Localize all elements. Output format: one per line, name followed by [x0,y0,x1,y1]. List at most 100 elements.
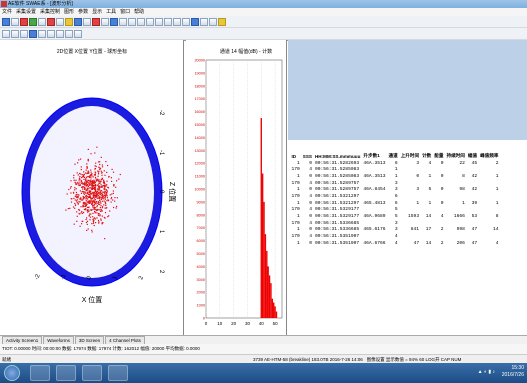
event-point [70,187,72,189]
save-icon[interactable] [11,17,19,26]
event-point [94,180,96,182]
event-point [93,208,95,210]
pointer-help-icon[interactable] [218,17,226,26]
menu-display[interactable]: 显示 [92,9,103,15]
print-icon[interactable] [56,17,64,26]
taskbar-ie-icon[interactable] [30,365,50,381]
filter-icon[interactable] [38,29,46,38]
event-point [76,201,78,203]
grid-icon[interactable] [101,17,109,26]
menu-help[interactable]: 帮助 [134,9,145,15]
record-icon[interactable] [20,17,28,26]
table-row[interactable]: 170 4 00:56:31.5285083 1 [290,166,500,173]
table-row[interactable]: 1 0 00:56:31.5336685 465.6176 3 841 17 2 998 47 14 [290,227,500,234]
event-point [95,162,97,164]
graph-icon[interactable] [83,17,91,26]
table-cell [421,233,433,240]
view-icon[interactable] [29,29,37,38]
menu-params[interactable]: 参数 [78,9,89,15]
help-icon[interactable] [209,17,217,26]
taskbar-app-icon[interactable] [108,365,128,381]
sort-icon[interactable] [47,29,55,38]
prev-icon[interactable] [11,29,19,38]
event-point [74,195,76,197]
event-point [92,181,94,183]
table-row[interactable]: 1 0 00:56:31.5329177 46A.9689 5 1593 14 4 1666 53… [290,213,500,220]
hit-data-table[interactable]: ID SSS HH:MM:SS.mmmuuu 升步数1 通道 上升时间 计数 能… [290,153,500,247]
event-point [85,198,87,200]
event-point [84,205,86,207]
event-point [104,174,106,176]
channel-icon[interactable] [74,17,82,26]
event-point [89,216,92,218]
play-icon[interactable] [29,17,37,26]
table-cell [399,166,420,173]
location-plot[interactable]: -2 -1 0 1 2 -2 -1 0 1 2 X 位置 Z 位置 [0,40,184,335]
monitor-icon[interactable] [200,17,208,26]
window-tile-icon[interactable] [173,17,181,26]
table-row[interactable]: 170 4 00:56:31.5336685 3 [290,220,500,227]
window-cascade-icon[interactable] [182,17,190,26]
lock-icon[interactable] [74,29,82,38]
zoom-x-icon[interactable] [146,17,154,26]
table-cell: 3 [394,187,398,193]
event-point [79,184,81,186]
table-row[interactable]: 170 4 00:56:31.5321297 6 [290,193,500,200]
table-cell [421,193,433,200]
event-point [83,203,86,205]
amplitude-histogram[interactable]: 0100020003000400050006000700080009000100… [186,40,287,335]
event-point [102,181,105,184]
chart-icon[interactable] [191,17,199,26]
event-point [83,178,85,181]
menu-acq-setup[interactable]: 采集设置 [16,9,37,15]
table-row[interactable]: 170 4 00:56:31.5289757 3 [290,180,500,187]
menu-file[interactable]: 文件 [2,9,13,15]
table-cell: 4 [309,180,312,186]
table-row[interactable]: 1 0 00:56:31.5285083 46A.3513 1 0 1 0 8 42 1 [290,173,500,180]
table-row[interactable]: 170 4 00:56:31.5351907 4 [290,233,500,240]
open-icon[interactable] [2,17,10,26]
pause-icon[interactable] [38,17,46,26]
taskbar-media-icon[interactable] [82,365,102,381]
table-row[interactable]: 1 0 00:56:31.5321297 465.4813 6 1 1 0 1 39 1 [290,200,500,207]
start-button[interactable] [4,365,20,381]
menu-graph[interactable]: 图形 [64,9,75,15]
event-point [103,192,106,194]
zoom-fit-icon[interactable] [137,17,145,26]
table-row[interactable]: 1 0 00:56:31.5351907 46A.6766 4 47 14 2 206 47 4 [290,240,500,247]
first-icon[interactable] [2,29,10,38]
export-icon[interactable] [56,29,64,38]
next-icon[interactable] [20,29,28,38]
table-cell: 465.4813 [363,200,386,206]
y-tick-label: 3000 [197,278,205,282]
table-cell: 998 [456,227,465,233]
menu-acq-control[interactable]: 采集控制 [40,9,61,15]
table-row[interactable]: 170 4 00:56:31.5329177 5 [290,207,500,214]
settings-icon[interactable] [65,17,73,26]
event-point [82,183,84,185]
table-icon[interactable] [110,17,118,26]
table-row[interactable]: 1 0 00:56:31.5289757 46A.8454 3 3 5 0 98 42 1 [290,186,500,193]
event-point [92,185,94,187]
table-cell [399,220,420,227]
event-point [93,203,96,206]
refresh-icon[interactable] [65,29,73,38]
y-tick-label: 1 [158,230,164,234]
table-cell: 5 [394,214,398,220]
taskbar-folder-icon[interactable] [56,365,76,381]
table-cell: 1 [297,200,300,206]
event-point [116,197,118,199]
event-point [115,186,117,188]
stop-icon[interactable] [47,17,55,26]
zoom-y-icon[interactable] [155,17,163,26]
table-row[interactable]: 1 0 00:56:31.5282693 46A.3513 6 3 4 0 22 45 2 [290,160,500,167]
zoom-in-icon[interactable] [119,17,127,26]
event-point [78,209,81,211]
layout-icon[interactable] [164,17,172,26]
event-point [95,178,97,180]
zoom-out-icon[interactable] [128,17,136,26]
menu-window[interactable]: 窗口 [120,9,131,15]
table-cell: 0 [309,160,312,166]
menu-tools[interactable]: 工具 [106,9,117,15]
alarm-icon[interactable] [92,17,100,26]
